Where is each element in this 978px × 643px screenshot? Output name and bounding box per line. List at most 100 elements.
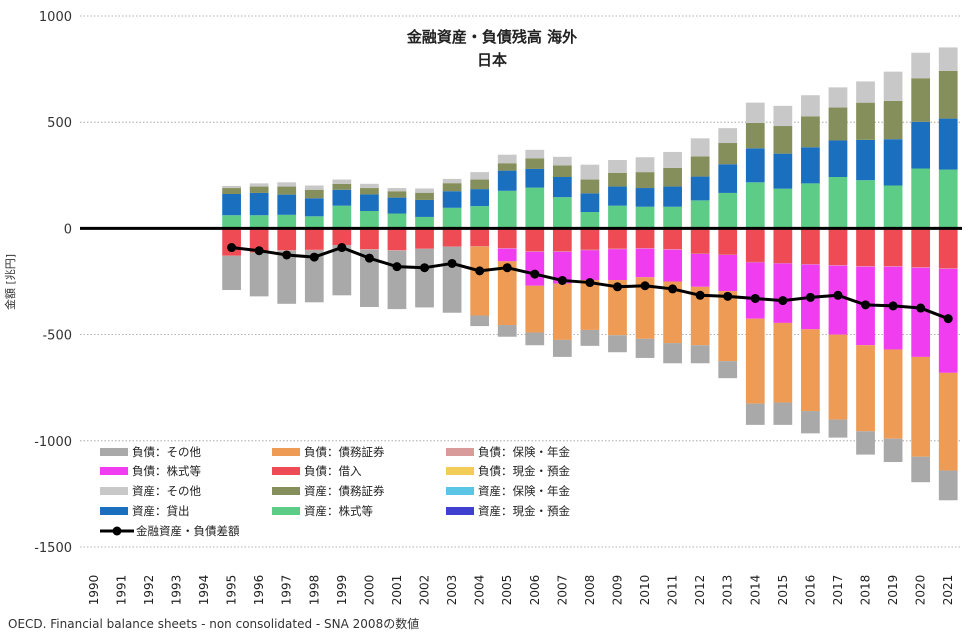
liability-bar-2-2006: [525, 251, 545, 252]
legend-label: 負債：借入: [304, 464, 362, 478]
liability-bar-3-2011: [663, 249, 682, 282]
liability-bar-4-2011: [663, 281, 682, 344]
legend-label: 負債：現金・預金: [478, 464, 570, 478]
liability-bar-5-2010: [635, 338, 655, 358]
liability-bar-2-2010: [635, 248, 655, 249]
difference-point-2017: [833, 290, 843, 300]
x-tick-label: 1997: [280, 575, 294, 606]
liability-bar-1-2002: [415, 229, 434, 249]
asset-bar-1-2012: [690, 200, 710, 228]
asset-bar-4-2014: [745, 122, 765, 149]
asset-bar-5-2004: [470, 172, 490, 180]
asset-bar-3-2006: [525, 168, 545, 188]
x-tick-label: 2001: [390, 575, 404, 606]
liability-bar-2-2003: [442, 246, 462, 248]
legend-swatch: [100, 487, 128, 495]
difference-point-2015: [778, 296, 788, 306]
x-tick-label: 2021: [941, 575, 955, 606]
asset-bar-4-2009: [608, 172, 627, 187]
asset-bar-4-2008: [580, 179, 600, 194]
liability-bar-2-2016: [801, 264, 820, 265]
asset-bar-5-2002: [415, 188, 434, 193]
liability-bar-5-1995: [222, 256, 241, 290]
asset-bar-5-2007: [552, 156, 572, 166]
liability-bar-1-2017: [828, 229, 848, 266]
liability-bar-1-2008: [580, 229, 600, 250]
asset-bar-3-2019: [883, 139, 903, 186]
asset-bar-5-1996: [249, 183, 269, 187]
asset-bar-5-2011: [663, 151, 682, 168]
asset-bar-1-2009: [608, 205, 627, 228]
asset-bar-3-2008: [580, 193, 600, 213]
asset-bar-5-2020: [911, 52, 931, 79]
liability-bar-2-1998: [304, 249, 324, 251]
legend-label: 負債：保険・年金: [478, 445, 570, 459]
liability-bar-2-2020: [911, 267, 931, 268]
liability-bar-5-2014: [745, 403, 765, 425]
difference-point-2008: [585, 278, 595, 288]
asset-bar-3-2010: [635, 188, 655, 207]
y-axis-label: 金額 [兆円]: [3, 254, 17, 310]
difference-point-2016: [805, 292, 815, 302]
legend-swatch: [100, 448, 128, 456]
asset-bar-5-2000: [360, 183, 379, 189]
liability-bar-4-2007: [552, 283, 572, 340]
asset-bar-5-2005: [497, 154, 517, 164]
asset-bar-1-2008: [580, 212, 600, 228]
liability-bar-1-2006: [525, 229, 545, 252]
liability-bar-1-2009: [608, 229, 627, 249]
liability-bar-1-2003: [442, 229, 462, 247]
liability-bar-2-2013: [718, 254, 738, 256]
difference-point-2014: [750, 293, 760, 303]
liability-bar-3-2009: [608, 249, 627, 281]
legend-label: 金融資産・負債差額: [136, 524, 240, 538]
difference-point-1998: [309, 252, 319, 262]
asset-bar-3-2013: [718, 164, 738, 193]
y-tick-label: 0: [64, 222, 72, 237]
x-tick-label: 2005: [500, 575, 514, 606]
difference-point-2005: [502, 263, 512, 273]
liability-bar-5-2018: [856, 431, 875, 455]
liability-bar-2-2012: [690, 253, 710, 255]
difference-point-2003: [447, 258, 457, 268]
liability-bar-5-2019: [883, 438, 903, 463]
asset-bar-5-2008: [580, 164, 600, 180]
x-tick-label: 2006: [528, 575, 542, 606]
liability-bar-5-2008: [580, 329, 600, 346]
liability-bar-1-1999: [332, 229, 352, 245]
liability-bar-3-2008: [580, 250, 600, 281]
liability-bar-4-2013: [718, 291, 738, 362]
x-tick-label: 2007: [555, 575, 569, 606]
asset-bar-4-2011: [663, 167, 682, 187]
liability-bar-5-1997: [277, 250, 297, 304]
difference-point-2000: [364, 253, 374, 263]
asset-bar-4-2006: [525, 158, 545, 169]
difference-point-1997: [282, 250, 292, 260]
liability-bar-3-2012: [690, 253, 710, 287]
difference-point-2004: [475, 266, 485, 276]
liability-bar-1-2010: [635, 229, 655, 249]
liability-bar-1-2021: [938, 229, 958, 269]
liability-bar-5-2013: [718, 361, 738, 379]
liability-bar-5-1996: [249, 252, 269, 297]
x-tick-label: 2015: [776, 575, 790, 606]
liability-bar-1-2015: [773, 229, 793, 264]
legend-swatch: [100, 467, 128, 475]
x-tick-label: 2009: [610, 575, 624, 606]
x-tick-label: 1998: [307, 575, 321, 606]
asset-bar-5-2012: [690, 138, 710, 157]
x-tick-label: 2011: [666, 575, 680, 606]
liability-bar-5-2012: [690, 345, 710, 364]
liability-bar-2-1995: [222, 255, 241, 257]
liability-bar-4-2018: [856, 345, 875, 432]
asset-bar-1-2005: [497, 190, 517, 228]
asset-bar-5-2001: [387, 188, 407, 192]
liability-bar-2-2008: [580, 249, 600, 251]
y-tick-label: 1000: [39, 10, 72, 25]
asset-bar-4-1998: [304, 189, 324, 199]
difference-point-2021: [943, 314, 953, 324]
x-tick-label: 1993: [169, 575, 183, 606]
liability-bar-1-2019: [883, 229, 903, 267]
liability-bar-2-2017: [828, 265, 848, 266]
asset-bar-4-2016: [801, 116, 820, 148]
